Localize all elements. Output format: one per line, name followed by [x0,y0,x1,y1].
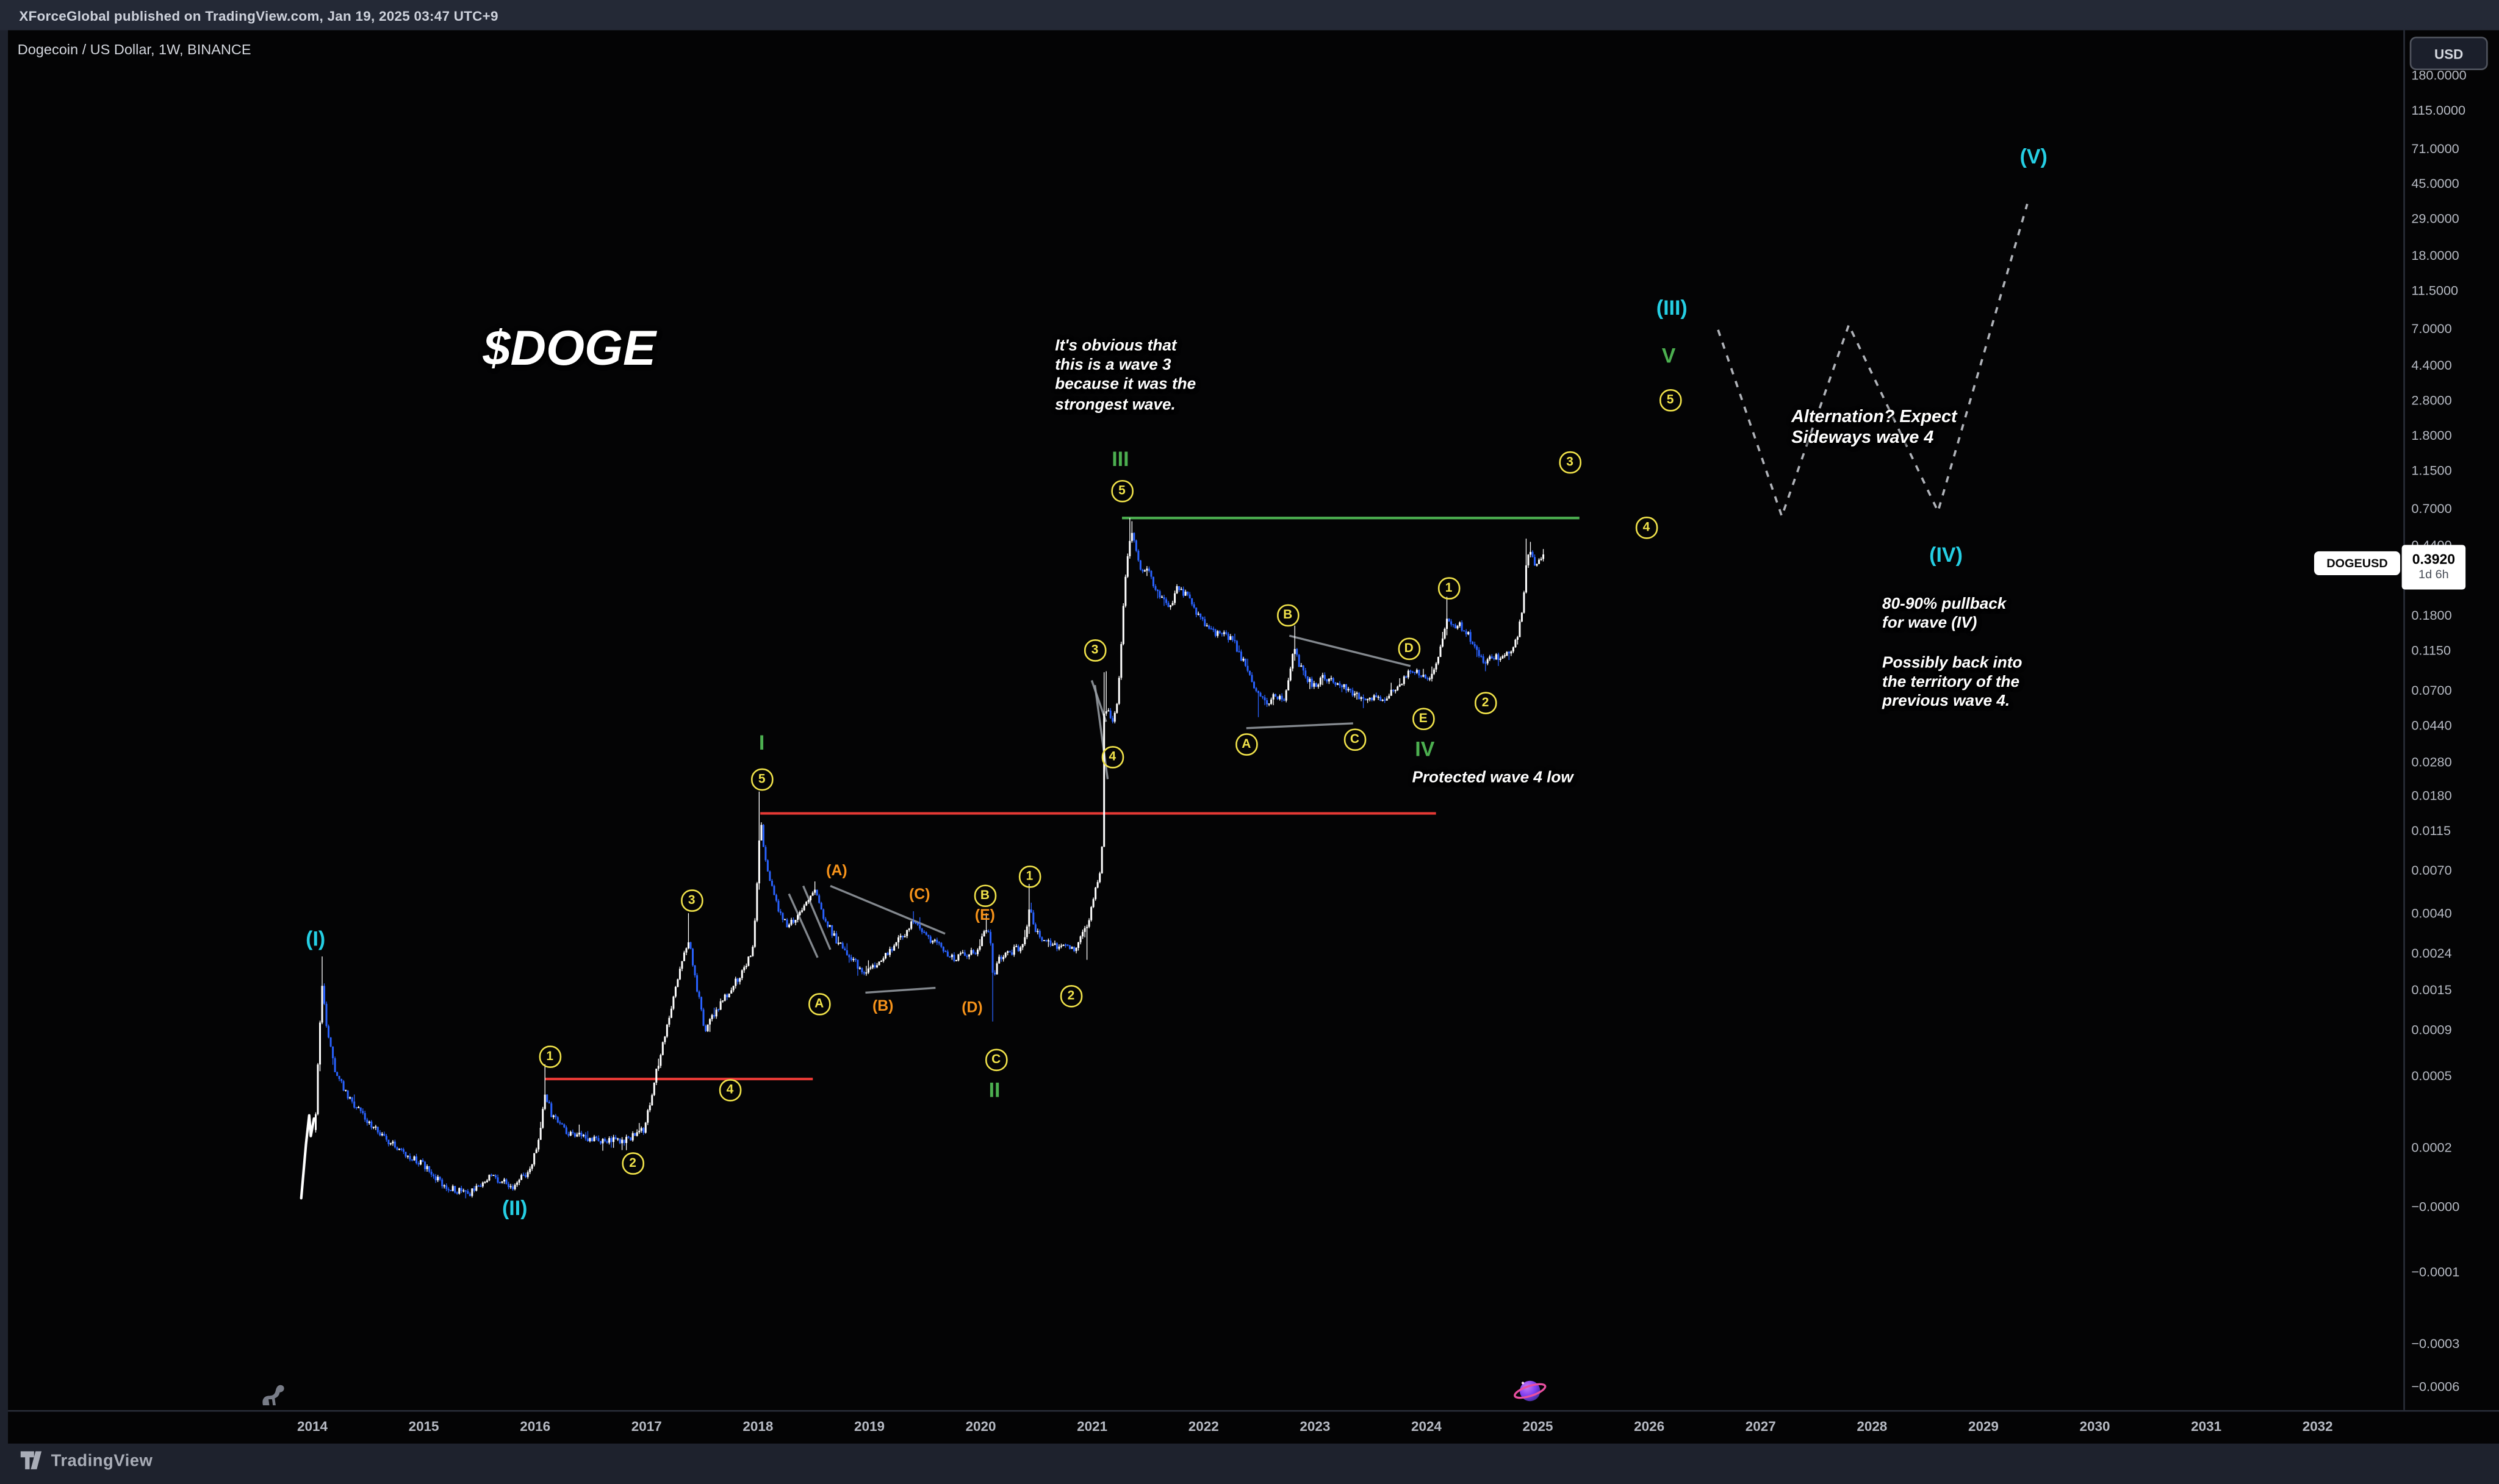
trendline [1246,722,1353,729]
price-tick: 0.0070 [2411,861,2452,878]
price-tick: 0.0015 [2411,981,2452,998]
year-tick: 2028 [1857,1418,1888,1435]
price-tick: −0.0001 [2411,1263,2460,1280]
price-tick: −0.0006 [2411,1378,2460,1394]
year-tick: 2029 [1968,1418,1999,1435]
projection-zigzag [1717,203,2029,520]
price-tick: 11.5000 [2411,282,2459,298]
year-tick: 2024 [1411,1418,1442,1435]
tradingview-brand-text: TradingView [51,1450,153,1470]
chart-pane[interactable] [8,30,2404,1410]
year-tick: 2018 [743,1418,774,1435]
time-axis[interactable] [8,1410,2499,1444]
price-tick: 1.8000 [2411,427,2452,443]
up-candle-wicks [315,518,1544,1198]
price-tick: 0.1800 [2411,607,2452,623]
symbol-title: Dogecoin / US Dollar, 1W, BINANCE [17,41,251,58]
price-tick: 45.0000 [2411,175,2459,192]
year-tick: 2019 [854,1418,885,1435]
dino-icon[interactable] [258,1378,290,1410]
price-tick: 18.0000 [2411,247,2459,263]
last-price-label: 0.3920 1d 6h [2401,545,2466,590]
year-tick: 2025 [1522,1418,1553,1435]
price-tick: 1.1500 [2411,462,2452,478]
year-tick: 2032 [2302,1418,2333,1435]
price-tick: 0.0024 [2411,945,2452,961]
price-tick: 0.0440 [2411,717,2452,734]
publisher-bar: XForceGlobal published on TradingView.co… [0,0,2499,30]
price-tick: 29.0000 [2411,209,2459,226]
bar-countdown: 1d 6h [2418,567,2449,581]
price-tick: 4.4000 [2411,357,2452,373]
year-tick: 2030 [2079,1418,2110,1435]
price-tick: 0.7000 [2411,501,2452,517]
year-tick: 2026 [1634,1418,1665,1435]
symbol-price-tag: DOGEUSD [2314,551,2401,576]
price-tick: −0.0000 [2411,1198,2460,1214]
down-candle-wicks [323,532,1536,1199]
last-price-value: 0.3920 [2412,551,2456,567]
price-tick: 0.0040 [2411,905,2452,922]
year-tick: 2017 [631,1418,662,1435]
year-tick: 2023 [1300,1418,1331,1435]
trendline [865,986,936,994]
price-tick: 0.0115 [2411,822,2451,839]
price-tick: 0.0005 [2411,1067,2452,1084]
year-tick: 2031 [2191,1418,2222,1435]
price-tick: 0.0700 [2411,681,2452,697]
publisher-text: XForceGlobal published on TradingView.co… [19,7,498,23]
year-tick: 2020 [965,1418,996,1435]
year-tick: 2021 [1077,1418,1108,1435]
year-tick: 2014 [297,1418,328,1435]
year-tick: 2022 [1188,1418,1219,1435]
trendline [802,885,832,950]
price-tick: 0.0002 [2411,1139,2452,1156]
tradingview-logo-link[interactable]: TradingView [19,1449,153,1472]
start-squiggle [300,1114,315,1200]
currency-toggle-button[interactable]: USD [2409,37,2488,70]
down-candle-bodies [323,532,1536,1196]
planet-icon[interactable] [1512,1374,1547,1408]
year-tick: 2016 [520,1418,551,1435]
price-tick: 0.0009 [2411,1022,2452,1038]
up-candle-bodies [314,532,1545,1196]
year-tick: 2015 [408,1418,439,1435]
trendline [830,884,946,935]
trendline [788,893,819,958]
price-tick: 7.0000 [2411,321,2452,337]
price-tick: 0.1150 [2411,642,2451,659]
price-tick: 0.0280 [2411,753,2452,769]
trendline [1289,634,1411,667]
tradingview-logo-icon [20,1451,42,1469]
price-tick: 71.0000 [2411,140,2459,156]
price-tick: 0.0180 [2411,787,2452,804]
price-tick: 115.0000 [2411,102,2466,118]
trendline [1093,685,1109,780]
price-tick: 2.8000 [2411,392,2452,409]
price-axis[interactable] [2403,30,2499,1410]
year-tick: 2027 [1745,1418,1776,1435]
price-tick: −0.0003 [2411,1335,2460,1352]
